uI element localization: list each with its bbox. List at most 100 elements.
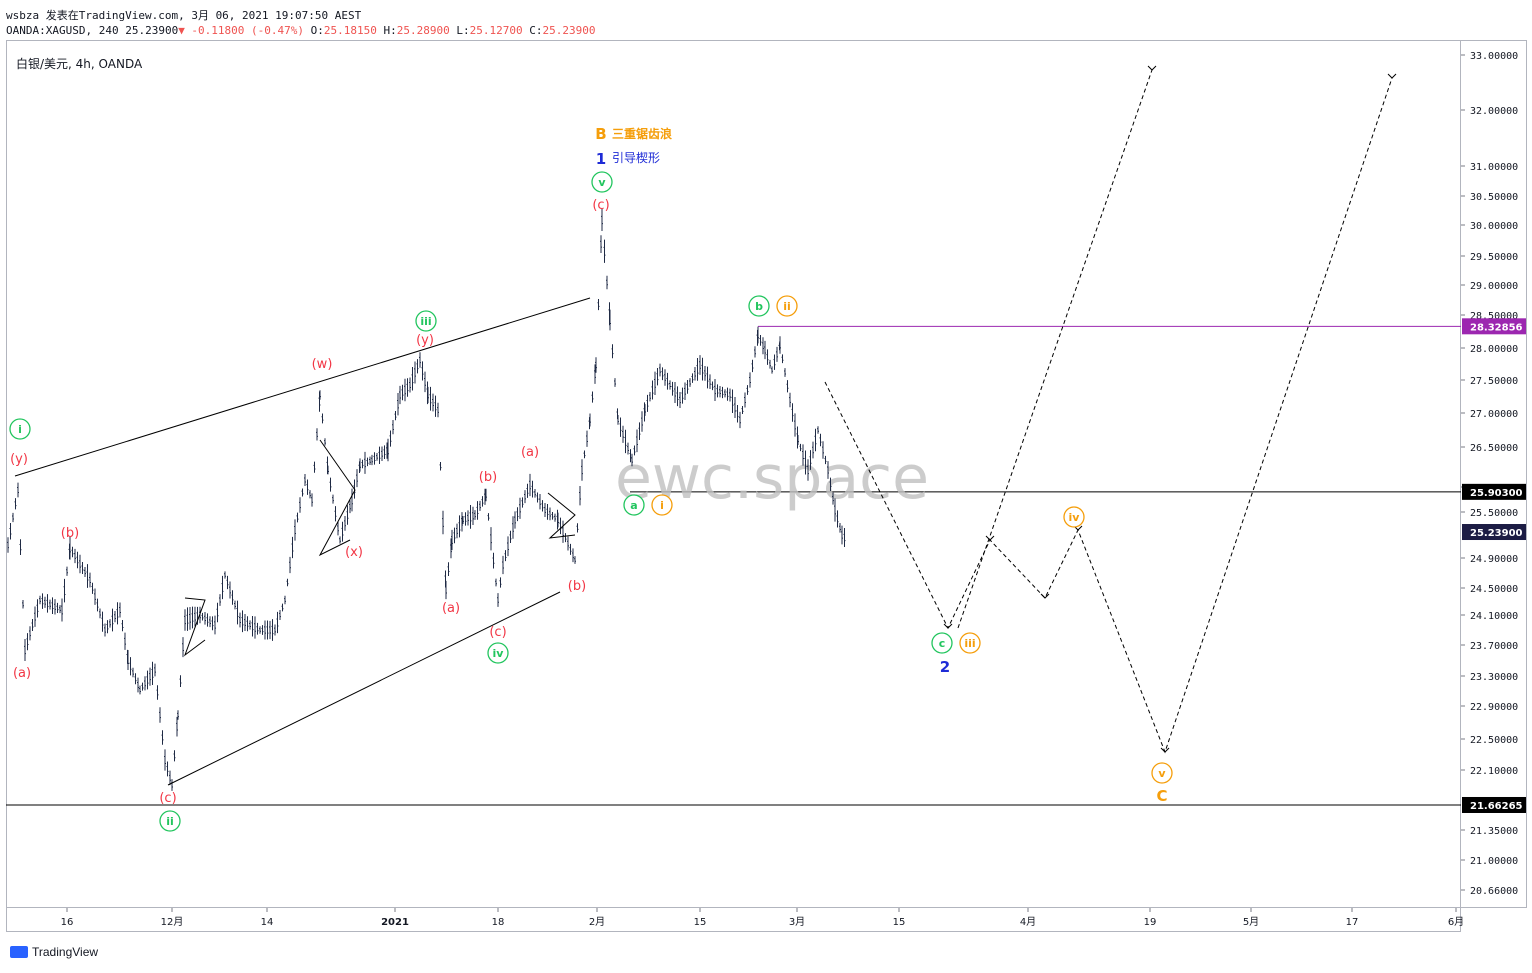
wave-circle-label: b (755, 300, 763, 313)
low-label: L: (456, 24, 470, 37)
wave-circle (159, 810, 181, 832)
price-badge (1462, 483, 1526, 500)
wedge-lower-line (167, 591, 561, 786)
wave-circle-label: iii (964, 637, 975, 650)
wave-circle (415, 310, 437, 332)
price-badge-label: 21.66265 (1470, 801, 1523, 812)
chart-pane[interactable] (6, 40, 1461, 908)
triangle-pattern (183, 597, 206, 657)
price-tick-label: 27.00000 (1470, 409, 1518, 420)
wave-label-red: (b) (61, 526, 79, 541)
high-label: H: (383, 24, 397, 37)
wave-circle (9, 418, 31, 440)
wave-label-red: (c) (592, 198, 609, 213)
annotation-b-text: 三重锯齿浪 (612, 126, 672, 141)
wave-circle-label: v (1158, 767, 1166, 780)
price-tick-label: 25.50000 (1470, 508, 1518, 519)
time-axis[interactable] (6, 908, 1461, 932)
price-tick-label: 24.50000 (1470, 584, 1518, 595)
price-tick-label: 30.00000 (1470, 221, 1518, 232)
wave-label-red: (x) (345, 545, 363, 560)
symbol-label: 白银/美元, 4h, OANDA (16, 57, 143, 71)
open-value: 25.18150 (323, 24, 377, 37)
price-axis[interactable] (1461, 40, 1527, 908)
wave-label-red: (a) (521, 445, 539, 460)
footer: TradingView (10, 945, 98, 959)
time-tick-label: 15 (893, 917, 906, 928)
wave-label-red: (y) (416, 333, 434, 348)
time-tick-label: 16 (61, 917, 74, 928)
time-tick-label: 14 (261, 917, 274, 928)
current-price-label: 25.23900 (1470, 528, 1523, 539)
arrowhead (1160, 747, 1170, 753)
wave-label-blue-big: 2 (940, 658, 950, 676)
wave-circle-label: iv (493, 647, 505, 660)
time-tick-label: 17 (1346, 917, 1359, 928)
wave-circle-label: iv (1069, 511, 1081, 524)
time-tick-label: 3月 (789, 916, 805, 928)
price-tick-label: 23.30000 (1470, 672, 1518, 683)
wave-label-orange-big: C (1156, 787, 1167, 805)
time-tick-label: 19 (1144, 917, 1157, 928)
wave-circle (959, 632, 981, 654)
wave-circle (623, 494, 645, 516)
arrowhead (943, 623, 953, 629)
time-tick-label: 18 (492, 917, 505, 928)
wave-circle (487, 642, 509, 664)
wave-label-red: (a) (13, 666, 31, 681)
time-tick-label: 5月 (1243, 916, 1259, 928)
close-label: C: (529, 24, 543, 37)
wave-circle-label: c (939, 637, 946, 650)
time-tick-label: 2021 (381, 917, 409, 928)
wave-circle (931, 632, 953, 654)
wave-label-red: (w) (312, 357, 333, 372)
price-tick-label: 28.50000 (1470, 311, 1518, 322)
low-value: 25.12700 (469, 24, 523, 37)
arrowhead (985, 535, 995, 541)
triangle-pattern (318, 439, 356, 557)
symbol-price: OANDA:XAGUSD, 240 25.23900 (6, 24, 179, 37)
open-label: O: (310, 24, 324, 37)
time-tick-label: 2月 (589, 916, 605, 928)
wave-circle (776, 295, 798, 317)
arrowhead (1040, 593, 1050, 599)
wave-label-red: (y) (10, 452, 28, 467)
price-tick-label: 33.00000 (1470, 51, 1518, 62)
price-tick-label: 22.10000 (1470, 766, 1518, 777)
wave-circle (748, 295, 770, 317)
price-tick-label: 23.70000 (1470, 641, 1518, 652)
triangle-pattern (547, 492, 576, 539)
time-tick-label: 4月 (1020, 916, 1036, 928)
price-badge-label: 28.32856 (1470, 322, 1523, 333)
wedge-upper-line (14, 297, 591, 477)
price-tick-label: 21.35000 (1470, 826, 1518, 837)
arrowhead (1147, 65, 1157, 71)
time-tick-label: 12月 (161, 916, 184, 928)
price-tick-label: 30.50000 (1470, 192, 1518, 203)
price-tick-label: 28.00000 (1470, 344, 1518, 355)
footer-brand[interactable]: TradingView (32, 945, 99, 959)
annotation-one-text: 引导楔形 (612, 151, 660, 165)
price-tick-label: 32.00000 (1470, 106, 1518, 117)
price-badge (1462, 796, 1526, 813)
wave-label-red: (c) (159, 791, 176, 806)
time-tick-label: 6月 (1448, 916, 1464, 928)
wave-label-red: (b) (568, 579, 586, 594)
price-tick-label: 20.66000 (1470, 886, 1518, 897)
price-tick-label: 22.50000 (1470, 735, 1518, 746)
wave-circle-label: v (598, 176, 606, 189)
price-tick-label: 27.50000 (1470, 376, 1518, 387)
wave-circle (651, 494, 673, 516)
publish-info: wsbza 发表在TradingView.com, 3月 06, 2021 19… (6, 9, 362, 22)
ohlc-line: OANDA:XAGUSD, 240 25.23900▼ -0.11800 (-0… (6, 24, 595, 37)
arrowhead (1387, 73, 1397, 79)
tradingview-logo-icon (10, 946, 28, 958)
wave-circle-label: ii (783, 300, 791, 313)
price-tick-label: 21.00000 (1470, 856, 1518, 867)
time-tick-label: 15 (694, 917, 707, 928)
projection-path (824, 77, 1393, 754)
price-tick-label: 31.00000 (1470, 162, 1518, 173)
price-badge-label: 25.90300 (1470, 488, 1523, 499)
price-tick-label: 24.10000 (1470, 611, 1518, 622)
